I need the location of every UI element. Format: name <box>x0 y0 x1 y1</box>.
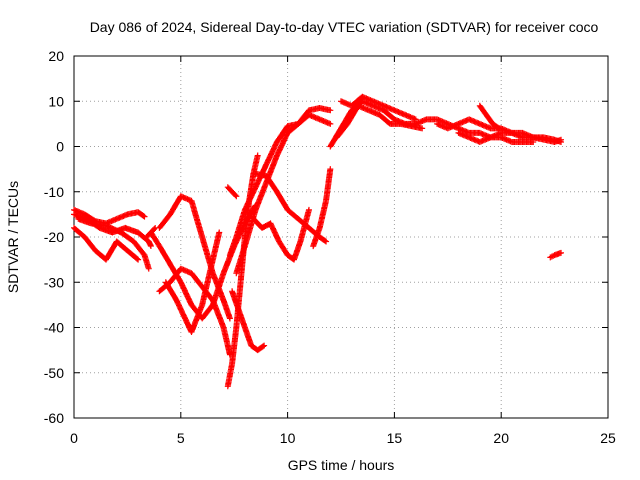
y-tick-label: -10 <box>44 184 64 200</box>
series-track-16 <box>250 206 312 263</box>
series-track-24 <box>476 102 503 132</box>
series-marker-path <box>455 129 537 145</box>
chart-title: Day 086 of 2024, Sidereal Day-to-day VTE… <box>90 19 599 35</box>
y-tick-label: 10 <box>48 93 64 109</box>
x-axis-label: GPS time / hours <box>288 457 395 473</box>
series-track-11 <box>229 288 268 354</box>
series-marker-path <box>71 224 142 263</box>
series-marker-path <box>333 102 426 141</box>
y-tick-label: -40 <box>44 320 64 336</box>
y-axis-label: SDTVAR / TECUs <box>5 181 21 293</box>
y-axis-ticks: -60 -50 -40 -30 -20 -10 0 10 20 <box>44 48 608 426</box>
series-track-25 <box>547 249 565 261</box>
series-marker-path <box>250 206 312 263</box>
series-marker-path <box>162 229 223 335</box>
series-marker-path <box>229 288 268 354</box>
x-tick-label: 5 <box>177 430 185 446</box>
series-track-3 <box>71 224 142 263</box>
x-tick-label: 15 <box>387 430 403 446</box>
series-marker-path <box>434 116 565 145</box>
series-marker-path <box>224 184 240 200</box>
y-tick-label: -50 <box>44 365 64 381</box>
series-track-17 <box>310 166 334 250</box>
series-marker-path <box>233 111 334 277</box>
series-track-4 <box>75 215 152 272</box>
series-track-19 <box>338 93 419 123</box>
x-axis-ticks: 0 5 10 15 20 25 <box>70 56 616 446</box>
series-track-9 <box>162 229 223 335</box>
x-tick-label: 0 <box>70 430 78 446</box>
x-tick-label: 10 <box>280 430 296 446</box>
series-marker-path <box>338 93 419 123</box>
series-marker-path <box>75 215 152 272</box>
x-tick-label: 20 <box>493 430 509 446</box>
series-marker-path <box>547 249 565 261</box>
y-tick-label: -60 <box>44 410 64 426</box>
y-tick-label: 20 <box>48 48 64 64</box>
y-tick-label: -30 <box>44 274 64 290</box>
y-tick-label: 0 <box>56 139 64 155</box>
y-tick-label: -20 <box>44 229 64 245</box>
series-track-23 <box>455 129 537 145</box>
series-track-13 <box>233 111 334 277</box>
series-marker-path <box>476 102 503 132</box>
series-track-14 <box>224 184 240 200</box>
series-track-20 <box>333 102 426 141</box>
x-tick-label: 25 <box>600 430 616 446</box>
series-layer <box>71 93 565 390</box>
series-marker-path <box>310 166 334 250</box>
series-track-22 <box>434 116 565 145</box>
